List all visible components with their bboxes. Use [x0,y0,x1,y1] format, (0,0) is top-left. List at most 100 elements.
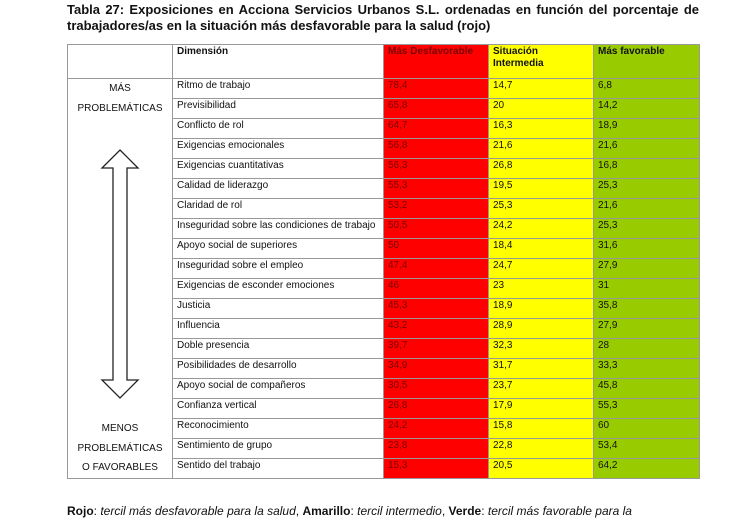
row: PROBLEMÁTICAS Sentimiento de grupo 23,8 22,… [67,438,700,459]
footer-text: : [350,504,358,518]
row: PROBLEMÁTICAS Previsibilidad 65,8 20 14,2 [67,98,700,119]
side-label: MÁS [67,78,173,99]
footer-text: Verde [448,504,482,518]
value-cell: 16,3 [488,118,594,139]
footer-text: : [481,504,488,518]
side-label: PROBLEMÁTICAS [67,98,173,119]
value-cell: 55,3 [593,398,700,419]
footer-text: Rojo [67,504,94,518]
dimension-cell: Exigencias de esconder emociones [172,278,384,299]
header-cell: Dimensión [172,44,384,79]
value-cell: 31,7 [488,358,594,379]
value-cell: 21,6 [488,138,594,159]
footer-text: tercil más favorable para la [487,504,632,518]
value-cell: 31,6 [593,238,700,259]
dimension-cell: Sentimiento de grupo [172,438,384,459]
value-cell: 15,3 [383,458,489,479]
footer-text: tercil intermedio [357,504,442,518]
footer: Rojo: tercil más desfavorable para la sa… [67,504,707,518]
row: Confianza vertical 26,8 17,9 55,3 [67,398,700,419]
footer-text: tercil más desfavorable para la salud [100,504,296,518]
title: Tabla 27: Exposiciones en Acciona Servic… [67,2,699,33]
value-cell: 21,6 [593,198,700,219]
row: Posibilidades de desarrollo 34,9 31,7 33,3 [67,358,700,379]
value-cell: 47,4 [383,258,489,279]
value-cell: 16,8 [593,158,700,179]
value-cell: 30,5 [383,378,489,399]
value-cell: 18,4 [488,238,594,259]
value-cell: 56,3 [383,158,489,179]
value-cell: 25,3 [488,198,594,219]
dimension-cell: Influencia [172,318,384,339]
row: O FAVORABLES Sentido del trabajo 15,3 20,5 6… [67,458,700,479]
value-cell: 27,9 [593,258,700,279]
value-cell: 23,8 [383,438,489,459]
value-cell: 28,9 [488,318,594,339]
side-label: MENOS [67,418,173,439]
dimension-cell: Ritmo de trabajo [172,78,384,99]
dimension-cell: Calidad de liderazgo [172,178,384,199]
value-cell: 55,3 [383,178,489,199]
row: MENOS Reconocimiento 24,2 15,8 60 [67,418,700,439]
dimension-cell: Inseguridad sobre las condiciones de tra… [172,218,384,239]
header-row: Dimensión Más Desfavorable Situación Inter… [67,44,700,79]
value-cell: 43,2 [383,318,489,339]
value-cell: 31 [593,278,700,299]
value-cell: 20 [488,98,594,119]
value-cell: 23,7 [488,378,594,399]
dimension-cell: Posibilidades de desarrollo [172,358,384,379]
value-cell: 78,4 [383,78,489,99]
value-cell: 6,8 [593,78,700,99]
dimension-cell: Doble presencia [172,338,384,359]
dimension-cell: Apoyo social de compañeros [172,378,384,399]
value-cell: 19,5 [488,178,594,199]
dimension-cell: Exigencias cuantitativas [172,158,384,179]
header-cell: Situación Intermedia [488,44,594,79]
footer-text: , [295,504,303,518]
table: Dimensión Más Desfavorable Situación Inter… [67,44,700,479]
row: Claridad de rol 53,2 25,3 21,6 [67,198,700,219]
value-cell: 35,8 [593,298,700,319]
row: Calidad de liderazgo 55,3 19,5 25,3 [67,178,700,199]
value-cell: 53,4 [593,438,700,459]
value-cell: 21,6 [593,138,700,159]
dimension-cell: Justicia [172,298,384,319]
header-cell: Más Desfavorable [383,44,489,79]
value-cell: 18,9 [488,298,594,319]
value-cell: 25,3 [593,178,700,199]
row: Apoyo social de superiores 50 18,4 31,6 [67,238,700,259]
footer-text: : [93,504,101,518]
row: Exigencias emocionales 56,8 21,6 21,6 [67,138,700,159]
header-cell: Más favorable [593,44,700,79]
row: Conflicto de rol 64,7 16,3 18,9 [67,118,700,139]
row: Apoyo social de compañeros 30,5 23,7 45,8 [67,378,700,399]
row: Doble presencia 39,7 32,3 28 [67,338,700,359]
row: MÁS Ritmo de trabajo 78,4 14,7 6,8 [67,78,700,99]
dimension-cell: Claridad de rol [172,198,384,219]
row: Influencia 43,2 28,9 27,9 [67,318,700,339]
value-cell: 26,8 [488,158,594,179]
value-cell: 45,3 [383,298,489,319]
double-arrow [100,149,140,399]
value-cell: 14,7 [488,78,594,99]
value-cell: 28 [593,338,700,359]
value-cell: 24,2 [488,218,594,239]
value-cell: 60 [593,418,700,439]
value-cell: 39,7 [383,338,489,359]
value-cell: 24,7 [488,258,594,279]
value-cell: 50 [383,238,489,259]
value-cell: 24,2 [383,418,489,439]
value-cell: 25,3 [593,218,700,239]
dimension-cell: Exigencias emocionales [172,138,384,159]
value-cell: 33,3 [593,358,700,379]
value-cell: 64,7 [383,118,489,139]
value-cell: 27,9 [593,318,700,339]
value-cell: 56,8 [383,138,489,159]
footer-text: , [441,504,449,518]
value-cell: 20,5 [488,458,594,479]
value-cell: 26,8 [383,398,489,419]
value-cell: 65,8 [383,98,489,119]
dimension-cell: Confianza vertical [172,398,384,419]
value-cell: 14,2 [593,98,700,119]
